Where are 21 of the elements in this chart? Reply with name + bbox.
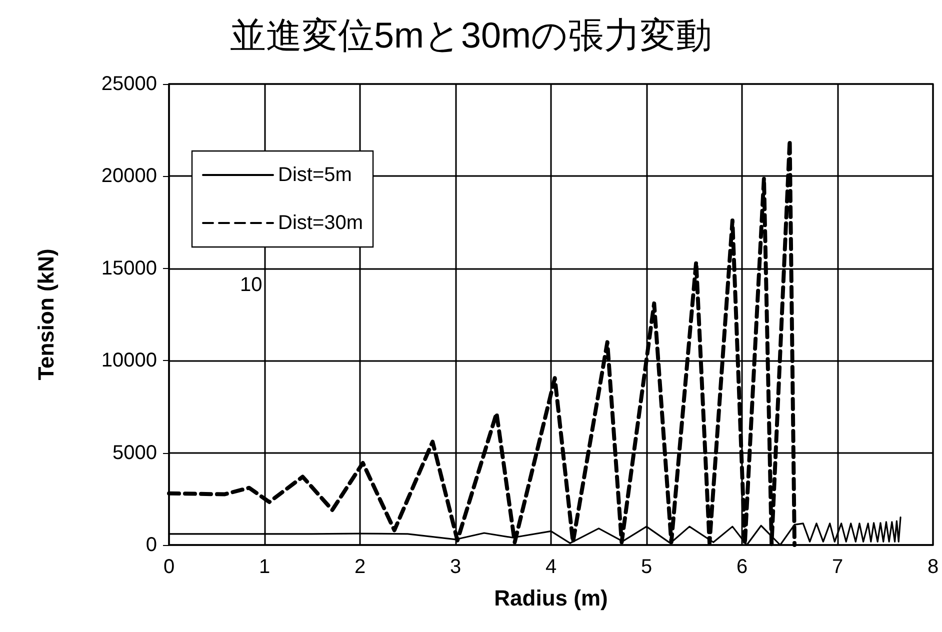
x-axis-title: Radius (m) [494,586,608,610]
x-tick-label: 2 [354,556,366,578]
x-tick-label: 0 [163,556,175,578]
x-tick-label: 1 [258,556,270,578]
x-tick-label: 7 [832,556,844,578]
annotation: 10 [240,274,262,296]
y-axis-title: Tension (kN) [34,248,58,380]
y-tick-label: 15000 [101,257,157,280]
y-tick-label: 25000 [101,73,157,95]
legend-label: Dist=30m [278,212,364,234]
chart-title: 並進変位5mと30mの張力変動 [230,14,712,56]
x-tick-label: 3 [450,556,462,578]
y-tick-label: 0 [146,534,157,556]
x-tick-label: 6 [736,556,748,578]
x-tick-label: 8 [927,556,939,578]
x-tick-label: 4 [545,556,557,578]
y-tick-label: 20000 [101,165,157,188]
x-tick-label: 5 [640,556,652,578]
legend-label: Dist=5m [278,164,352,186]
y-tick-label: 10000 [101,350,157,372]
y-tick-label: 5000 [112,442,157,464]
